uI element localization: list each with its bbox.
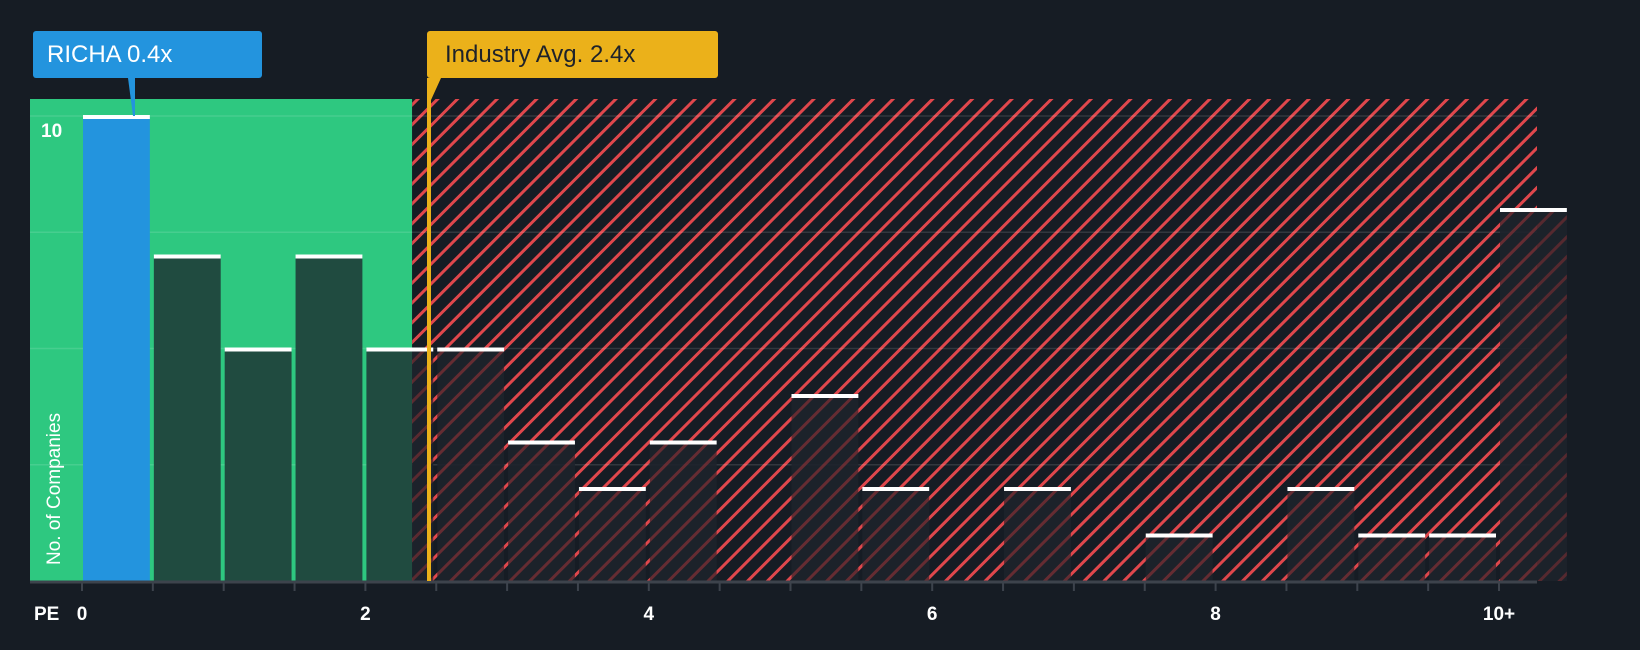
x-tick-label: 2 [360,604,371,625]
x-tick-label: 6 [927,604,938,625]
company-pe-label: RICHA 0.4x [47,41,173,68]
bar-cap [578,487,646,491]
company-pe-callout: RICHA 0.4x [33,31,262,78]
industry-avg-callout: Industry Avg. 2.4x [427,31,718,78]
y-axis-label: No. of Companies [44,413,65,565]
histogram-bar [649,440,717,581]
bar-cap [366,347,434,352]
bar-cap [437,347,505,352]
x-tick-label: 4 [644,604,655,625]
histogram-bar [83,115,150,581]
histogram-bar [437,347,505,581]
histogram-bar [224,347,292,581]
histogram-bar [1287,487,1355,581]
histogram-bar [578,487,646,581]
bar-cap [508,440,575,445]
histogram-bar [1145,533,1213,581]
bar-cap [153,254,221,259]
histogram-bar [508,440,575,581]
x-tick-label: 8 [1210,604,1221,625]
histogram-bar [153,254,221,581]
bar-cap [1429,533,1496,538]
bar-cap [1004,487,1071,491]
bar-cap [862,487,930,491]
bar-cap [1500,208,1567,212]
histogram-bar [366,347,434,581]
x-tick-label: 10+ [1483,604,1515,625]
histogram-bar [1429,533,1496,581]
industry-avg-line [427,78,431,581]
x-axis-label: PE [34,604,59,625]
bar-cap [791,394,859,398]
bar-cap [295,254,363,259]
bar-cap [83,115,150,119]
histogram-bar [1004,487,1071,581]
histogram-bar [295,254,363,581]
bar-cap [224,347,292,352]
company-marker-pointer [128,78,135,116]
histogram-bar [791,394,859,581]
bar-cap [1358,533,1426,538]
histogram-bar [1358,533,1426,581]
bar-cap [1287,487,1355,491]
bar-cap [649,440,717,445]
industry-marker-pointer [427,78,441,100]
industry-avg-label: Industry Avg. 2.4x [445,41,636,68]
histogram-bar [862,487,930,581]
y-tick-label: 10 [41,121,62,142]
bar-cap [1145,533,1213,538]
x-tick-label: 0 [77,604,88,625]
histogram-bar [1500,208,1567,581]
